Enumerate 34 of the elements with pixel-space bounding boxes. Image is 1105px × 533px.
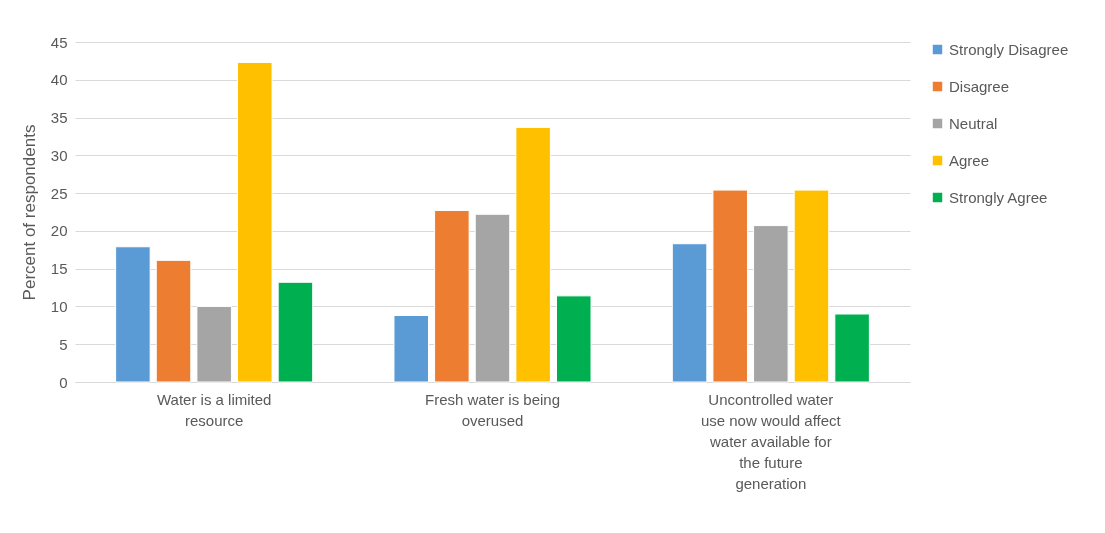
bar	[237, 61, 273, 383]
y-tick-label: 25	[50, 184, 68, 202]
bar	[277, 281, 314, 383]
bar	[393, 315, 429, 383]
bar	[115, 246, 151, 383]
x-tick-label: Water is a limited resource	[156, 390, 272, 429]
bar	[834, 313, 870, 383]
legend-label: Strongly Disagree	[949, 40, 1069, 58]
y-tick-label: 0	[59, 373, 68, 391]
y-tick-label: 20	[50, 222, 68, 240]
legend-label: Strongly Agree	[949, 188, 1048, 206]
y-tick-label: 5	[59, 335, 68, 353]
y-tick-label: 30	[50, 146, 68, 164]
bar	[155, 259, 192, 383]
bar	[515, 126, 551, 383]
legend-label: Agree	[949, 151, 990, 169]
bar	[793, 189, 830, 383]
bar	[434, 209, 470, 383]
bar	[474, 213, 511, 383]
y-tick-label: 35	[50, 109, 68, 127]
y-tick-label: 40	[50, 71, 68, 89]
y-axis-title: Percent of respondents	[19, 124, 39, 301]
legend-label: Neutral	[949, 114, 998, 132]
y-tick-label: 45	[50, 33, 68, 51]
bar	[753, 225, 789, 383]
y-tick-label: 10	[50, 297, 68, 315]
bar	[556, 295, 592, 383]
bar	[671, 243, 708, 383]
x-tick-label: Uncontrolled water use now would affect water available for the future generation	[700, 390, 842, 492]
bar	[196, 305, 232, 383]
legend-label: Disagree	[949, 77, 1010, 95]
x-tick-label: Fresh water is being overused	[424, 390, 561, 429]
bar	[712, 189, 748, 383]
y-tick-label: 15	[50, 260, 68, 278]
